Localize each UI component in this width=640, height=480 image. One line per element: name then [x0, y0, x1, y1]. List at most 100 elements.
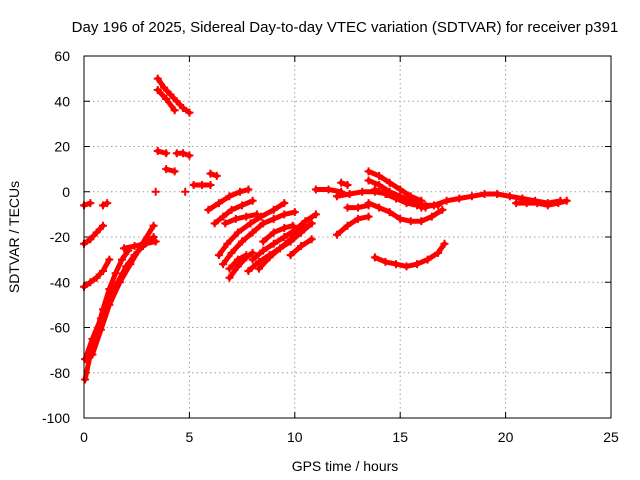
series-arc-03 [81, 233, 158, 364]
series-arc-10 [153, 85, 179, 115]
data-point [153, 147, 162, 156]
y-tick-label: 20 [54, 139, 70, 155]
x-tick-label: 0 [80, 429, 88, 445]
data-point [248, 196, 257, 205]
x-tick-label: 25 [603, 429, 619, 445]
data-point [233, 262, 242, 271]
series-trace [222, 211, 260, 226]
data-point [259, 237, 268, 246]
data-point [160, 83, 169, 92]
data-point [280, 233, 289, 241]
data-point [81, 375, 90, 384]
data-point [297, 242, 306, 251]
data-point [554, 199, 563, 208]
data-point [248, 255, 257, 264]
data-point [153, 74, 162, 83]
data-point [480, 190, 489, 199]
data-point [259, 219, 268, 228]
series-arc-20 [214, 199, 289, 260]
data-point [206, 169, 215, 178]
y-tick-label: -100 [42, 410, 70, 426]
series-arc-34 [337, 178, 352, 189]
data-point [402, 262, 411, 271]
data-point [332, 230, 341, 239]
data-point [307, 219, 316, 228]
data-point [105, 255, 114, 264]
data-point [98, 201, 107, 210]
data-point [413, 260, 422, 269]
data-point [337, 178, 346, 187]
data-point [358, 187, 367, 196]
data-point [98, 266, 107, 275]
data-point [269, 239, 278, 248]
data-point [276, 244, 285, 253]
data-point [115, 278, 124, 287]
data-point [170, 167, 179, 176]
data-point [442, 196, 451, 205]
data-point [254, 257, 263, 266]
data-point [92, 228, 101, 237]
series-trace [260, 223, 296, 244]
data-point [375, 171, 384, 180]
data-point [427, 212, 436, 221]
data-point [381, 190, 390, 199]
data-point [98, 221, 107, 230]
data-point [290, 208, 299, 217]
data-point [370, 253, 379, 262]
data-point [396, 214, 405, 223]
data-point [212, 171, 221, 180]
data-point [231, 214, 240, 223]
data-point [248, 228, 257, 237]
series-arc-30 [311, 185, 346, 196]
series-arc-08 [120, 237, 160, 253]
data-point [149, 221, 158, 230]
data-point [248, 248, 257, 257]
data-point [219, 260, 228, 269]
data-point [280, 210, 289, 219]
y-tick-label: 0 [62, 184, 70, 200]
data-point [413, 201, 422, 210]
data-point [381, 257, 390, 266]
data-point [111, 269, 120, 278]
data-point [244, 185, 253, 194]
data-point [343, 180, 352, 189]
data-point [179, 149, 188, 158]
series-arc-09 [153, 74, 194, 117]
data-point [354, 203, 363, 212]
series-arc-27 [254, 219, 316, 273]
data-point [238, 237, 247, 246]
data-point [246, 219, 255, 228]
data-point [242, 212, 251, 221]
data-point [269, 228, 278, 237]
data-point [172, 97, 181, 106]
data-point [417, 203, 426, 212]
series-trace [121, 239, 159, 251]
data-point [86, 199, 95, 208]
data-point [162, 94, 171, 103]
data-point [297, 226, 306, 235]
series-arc-07 [98, 199, 112, 210]
data-point [233, 255, 242, 264]
data-point [280, 223, 289, 232]
data-point [288, 221, 297, 230]
data-point [189, 180, 198, 189]
series-arc-41 [512, 196, 571, 210]
data-point [354, 214, 363, 223]
data-point [233, 228, 242, 237]
data-point [151, 237, 160, 246]
series-arc-26 [248, 210, 320, 264]
data-point [214, 251, 223, 260]
data-point [396, 185, 405, 194]
data-point [505, 192, 514, 201]
x-axis-label: GPS time / hours [292, 458, 399, 474]
plot-frame [83, 55, 612, 419]
series-arc-40 [417, 190, 565, 212]
series-arc-39 [370, 239, 449, 271]
data-point [221, 219, 230, 228]
data-point [126, 260, 135, 269]
series-arc-16 [151, 187, 160, 196]
data-point [562, 196, 571, 205]
data-point [130, 242, 139, 251]
data-point [423, 255, 432, 264]
data-point [286, 251, 295, 260]
